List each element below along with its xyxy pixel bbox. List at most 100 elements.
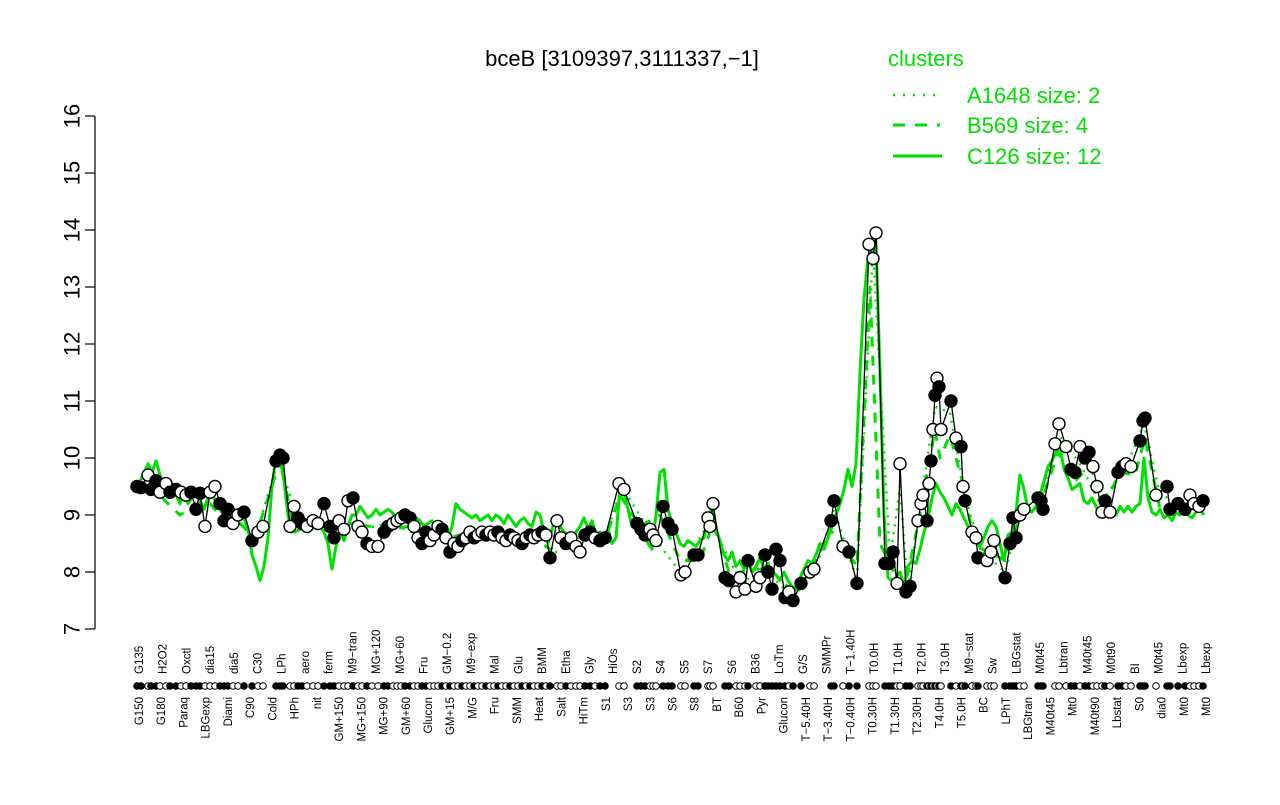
- data-point: [773, 553, 787, 568]
- rug-marker: [937, 682, 945, 690]
- x-tick-label: MG+150: [356, 697, 368, 741]
- data-point: [276, 451, 290, 465]
- x-tick-label: HPh: [290, 697, 302, 719]
- x-tick-label: T1.30H: [890, 697, 902, 735]
- x-tick-label: T3.0H: [940, 643, 952, 674]
- data-point: [237, 505, 251, 519]
- data-point: [932, 380, 946, 394]
- data-point: [1009, 531, 1023, 545]
- x-tick-label: S5: [679, 660, 691, 674]
- x-tick-label: T0.30H: [868, 697, 880, 735]
- x-tick-label: Oxctl: [181, 648, 193, 674]
- x-tick-label: BMM: [537, 647, 549, 674]
- x-tick-label: S8: [690, 697, 702, 711]
- x-tick-label: LoTm: [774, 645, 786, 674]
- data-point: [738, 582, 752, 596]
- x-tick-label: M40t90: [1090, 697, 1102, 735]
- rug-marker: [709, 682, 717, 690]
- data-point: [916, 488, 930, 502]
- x-tick-label: SMMPr: [822, 636, 834, 675]
- data-point: [1133, 434, 1147, 448]
- x-tick-label: S3: [623, 697, 635, 711]
- rug-marker: [1152, 682, 1160, 690]
- x-tick-label: M9−exp: [466, 633, 478, 674]
- x-tick-label: B36: [751, 654, 763, 674]
- data-point: [924, 454, 938, 468]
- data-point: [337, 522, 351, 536]
- data-point: [1036, 502, 1050, 516]
- data-point: [539, 528, 553, 542]
- data-point: [758, 548, 772, 562]
- x-tick-label: C30: [253, 653, 265, 674]
- x-tick-label: M40t45: [1045, 697, 1057, 735]
- data-point: [1124, 459, 1138, 474]
- x-tick-label: Mal: [490, 655, 502, 674]
- x-tick-label: S0: [1134, 697, 1146, 711]
- cluster-line-b569: [136, 285, 1200, 591]
- data-point: [922, 476, 936, 491]
- x-tick-label: Pyr: [756, 697, 768, 714]
- data-point: [987, 533, 1001, 548]
- x-tick-label: S7: [703, 660, 715, 674]
- data-point: [886, 545, 900, 559]
- rug-marker: [1141, 682, 1149, 690]
- rug-marker: [810, 682, 818, 690]
- x-tick-label: aero: [300, 651, 312, 674]
- rug-marker: [1127, 682, 1135, 690]
- x-tick-label: dia0: [1157, 697, 1169, 719]
- rug-marker: [830, 682, 838, 690]
- data-point: [862, 237, 876, 252]
- data-point: [649, 533, 663, 548]
- x-tick-label: Glu: [513, 656, 525, 674]
- data-point: [1059, 439, 1073, 454]
- data-point: [703, 519, 717, 534]
- legend-label: C126 size: 12: [967, 144, 1102, 169]
- data-point: [678, 565, 692, 579]
- data-point: [890, 576, 904, 591]
- data-point: [954, 439, 968, 454]
- data-point: [407, 519, 421, 534]
- data-point: [869, 226, 883, 240]
- x-tick-label: BI: [1130, 663, 1142, 674]
- data-point: [741, 553, 755, 568]
- x-tick-label: G135: [134, 646, 146, 674]
- x-tick-label: HiOs: [608, 648, 620, 674]
- x-tick-label: ferm: [324, 651, 336, 674]
- data-point: [944, 394, 958, 408]
- x-tick-label: C90: [245, 697, 257, 718]
- x-tick-label: nit: [312, 696, 324, 709]
- data-point: [311, 516, 325, 531]
- data-point: [317, 496, 331, 511]
- data-point: [807, 562, 821, 576]
- data-point: [656, 499, 670, 514]
- data-point: [733, 571, 747, 585]
- data-point: [1138, 411, 1152, 425]
- rug-marker: [1199, 682, 1207, 690]
- x-tick-label: M0t45: [1035, 642, 1047, 674]
- rug-marker: [279, 682, 287, 690]
- x-tick-label: Paraq: [179, 697, 191, 728]
- x-tick-label: GM+15: [445, 697, 457, 735]
- y-tick-label: 15: [60, 161, 85, 185]
- legend-title: clusters: [888, 46, 964, 71]
- legend-label: A1648 size: 2: [967, 83, 1100, 108]
- x-tick-label: M0t45: [1154, 642, 1166, 674]
- rug-marker: [789, 682, 797, 690]
- rug-marker: [1020, 682, 1028, 690]
- data-point: [893, 457, 907, 471]
- data-point: [765, 582, 779, 596]
- data-point: [827, 494, 841, 508]
- data-point: [189, 502, 203, 516]
- data-point: [598, 531, 612, 545]
- sample-series: [130, 226, 1210, 608]
- legend-entry-a1648: A1648 size: 2: [893, 83, 1100, 108]
- chart-title: bceB [3109397,3111337,−1]: [485, 46, 759, 71]
- legend: clusters A1648 size: 2 B569 size: 4 C126…: [888, 46, 1102, 169]
- x-tick-label: T1.0H: [893, 643, 905, 674]
- rug-marker: [681, 682, 689, 690]
- rug-marker: [744, 682, 752, 690]
- data-point: [1048, 437, 1062, 451]
- data-point: [824, 514, 838, 528]
- x-tick-label: M40t45: [1082, 636, 1094, 674]
- y-tick-label: 8: [60, 566, 85, 578]
